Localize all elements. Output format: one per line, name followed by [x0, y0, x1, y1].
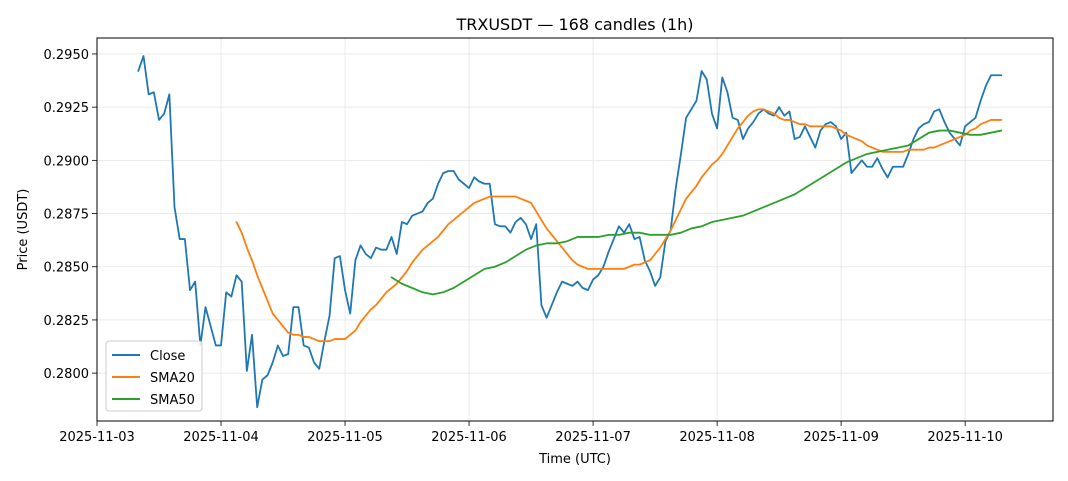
- series-lines: [137, 55, 1003, 409]
- legend-label-sma20: SMA20: [150, 371, 195, 386]
- x-tick-label: 2025-11-10: [927, 430, 1003, 445]
- series-line-sma50: [390, 129, 1003, 296]
- y-tick-label: 0.2925: [44, 101, 90, 116]
- y-tick-label: 0.2875: [44, 208, 90, 223]
- legend-label-close: Close: [150, 349, 185, 364]
- chart-title: TRXUSDT — 168 candles (1h): [455, 15, 693, 34]
- y-tick-label: 0.2950: [44, 48, 90, 63]
- y-axis-label: Price (USDT): [16, 189, 31, 271]
- axis-ticks: 2025-11-03 2025-11-04 2025-11-05 2025-11-06…: [44, 48, 1003, 445]
- x-tick-label: 2025-11-03: [59, 430, 135, 445]
- x-tick-label: 2025-11-06: [431, 430, 507, 445]
- x-axis-label: Time (UTC): [538, 452, 611, 467]
- legend: Close SMA20 SMA50: [105, 340, 203, 412]
- y-tick-label: 0.2800: [44, 367, 90, 382]
- y-tick-label: 0.2825: [44, 314, 90, 329]
- x-tick-label: 2025-11-07: [555, 430, 631, 445]
- legend-label-sma50: SMA50: [150, 393, 195, 408]
- series-line-close: [137, 55, 1003, 409]
- series-line-sma20: [235, 108, 1003, 343]
- y-tick-label: 0.2900: [44, 154, 90, 169]
- x-tick-label: 2025-11-04: [183, 430, 259, 445]
- y-tick-label: 0.2850: [44, 261, 90, 276]
- grid: [96, 38, 1053, 421]
- axes-frame: [96, 37, 1054, 422]
- x-tick-label: 2025-11-09: [803, 430, 879, 445]
- x-tick-label: 2025-11-05: [307, 430, 383, 445]
- legend-box: [105, 340, 203, 412]
- x-tick-label: 2025-11-08: [679, 430, 755, 445]
